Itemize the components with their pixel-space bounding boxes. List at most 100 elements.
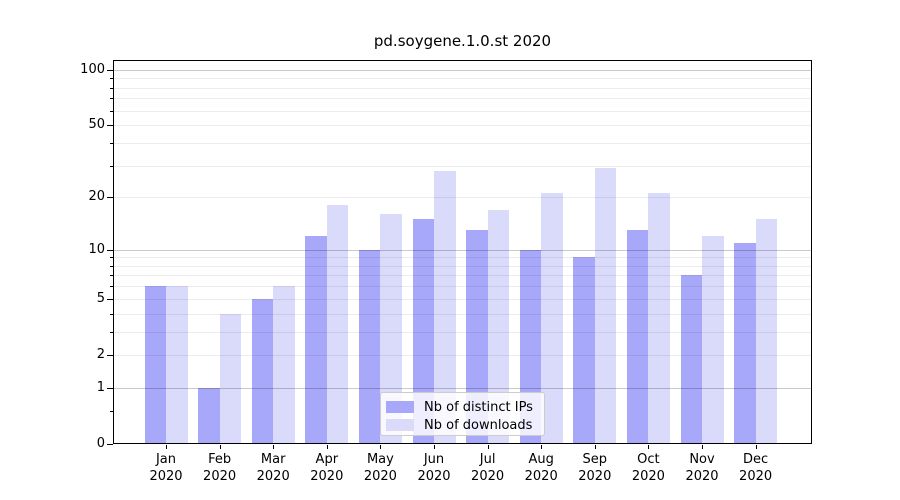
gridline-minor-60 [113,110,812,112]
x-tick-label-year-mar: 2020 [256,469,290,484]
x-tick-label-nov: Nov 2020 [670,451,734,485]
x-tick-jan [166,445,167,449]
chart-title: pd.soygene.1.0.st 2020 [373,32,552,50]
y-minor-tick-8 [110,265,113,267]
x-tick-apr [326,445,328,449]
bar-downloads-feb [219,313,242,444]
bar-downloads-mar [273,286,295,444]
gridline-minor-4 [113,313,812,315]
x-tick-jun [434,445,435,449]
x-tick-label-may: May 2020 [348,451,412,485]
x-tick-oct [648,445,650,449]
x-tick-label-feb: Feb 2020 [188,451,252,485]
x-tick-label-mar: Mar 2020 [241,451,305,485]
x-tick-may [380,445,382,449]
bar-downloads-sep [594,168,617,444]
x-tick-label-month-oct: Oct [637,452,660,467]
bar-downloads-apr [326,205,349,444]
y-minor-tick-9 [110,257,113,259]
y-minor-tick-7 [110,275,113,277]
legend-item-downloads: Nb of downloads [386,419,544,432]
bar-downloads-nov [702,236,724,444]
gridline-major-10 [113,249,812,251]
bar-downloads-aug [541,193,563,444]
y-minor-tick-6 [110,286,113,288]
gridline-minor-9 [113,257,812,259]
y-tick-label-1: 1 [96,379,105,395]
y-minor-tick-90 [110,78,113,80]
bar-distinct-ips-oct [626,230,649,444]
x-tick-mar [273,445,275,449]
y-tick-label-2: 2 [96,346,105,362]
gridline-major-1 [113,387,812,389]
y-tick-label-0: 0 [96,436,105,451]
y-tick-20 [107,197,113,199]
x-tick-label-jun: Jun 2020 [402,451,466,485]
y-tick-0 [107,444,113,445]
bar-distinct-ips-jun [412,219,434,444]
x-tick-feb [219,445,221,449]
x-tick-label-year-sep: 2020 [578,469,612,484]
x-tick-label-aug: Aug 2020 [509,451,573,485]
bar-downloads-dec [755,219,778,444]
legend-label-distinct-ips: Nb of distinct IPs [424,399,533,415]
y-tick-1 [107,387,113,389]
y-tick-50 [107,125,113,127]
bar-downloads-oct [648,193,670,444]
gridline-minor-8 [113,265,812,267]
x-tick-label-year-may: 2020 [363,469,397,484]
x-tick-label-month-mar: Mar [260,452,286,467]
bar-distinct-ips-may [358,249,381,444]
y-tick-100 [107,69,113,71]
x-tick-label-year-jul: 2020 [471,469,505,484]
y-minor-tick-80 [110,87,113,89]
bar-distinct-ips-mar [251,298,274,444]
bar-distinct-ips-jan [144,286,166,444]
y-minor-tick-70 [110,98,113,100]
legend-swatch-distinct-ips [386,401,414,413]
x-tick-label-year-apr: 2020 [310,469,344,484]
gridline-minor-6 [113,286,812,288]
gridline-minor-40 [113,142,812,144]
x-tick-label-year-oct: 2020 [631,469,665,484]
y-tick-label-20: 20 [88,189,105,205]
y-tick-2 [107,354,113,356]
y-minor-tick-60 [110,110,113,112]
bar-downloads-jun [434,170,456,444]
legend-item-distinct-ips: Nb of distinct IPs [386,399,544,415]
x-tick-label-month-nov: Nov [689,452,715,467]
bar-distinct-ips-dec [734,242,756,444]
x-tick-label-month-jun: Jun [423,452,445,467]
x-tick-aug [541,445,543,449]
x-tick-label-year-nov: 2020 [685,469,719,484]
legend: Nb of distinct IPs Nb of downloads [380,392,545,436]
x-tick-label-sep: Sep 2020 [563,451,627,485]
gridline-minor-5 [113,298,812,300]
x-tick-label-year-dec: 2020 [739,469,773,484]
x-tick-label-month-jul: Jul [479,452,496,467]
x-tick-dec [755,445,757,449]
bar-downloads-jul [487,209,510,444]
y-minor-tick-0-5 [110,411,113,413]
x-tick-jul [487,445,489,449]
bar-distinct-ips-sep [573,257,595,444]
x-tick-label-year-jan: 2020 [149,469,183,484]
y-tick-5 [107,298,113,300]
x-tick-label-month-aug: Aug [528,452,554,467]
bar-distinct-ips-feb [198,387,220,444]
x-tick-label-month-jan: Jan [155,452,177,467]
y-tick-label-50: 50 [88,117,105,133]
x-tick-label-month-apr: Apr [315,452,339,467]
x-tick-label-month-may: May [366,452,394,467]
gridline-minor-2 [113,354,812,356]
x-tick-label-month-sep: Sep [582,452,608,467]
y-minor-tick-30 [110,165,113,167]
gridline-minor-20 [113,197,812,199]
x-tick-label-month-feb: Feb [208,452,232,467]
x-tick-label-oct: Oct 2020 [616,451,680,485]
gridline-minor-70 [113,98,812,100]
x-tick-label-jul: Jul 2020 [456,451,520,485]
x-tick-label-month-dec: Dec [743,452,769,467]
x-tick-label-jan: Jan 2020 [134,451,198,485]
